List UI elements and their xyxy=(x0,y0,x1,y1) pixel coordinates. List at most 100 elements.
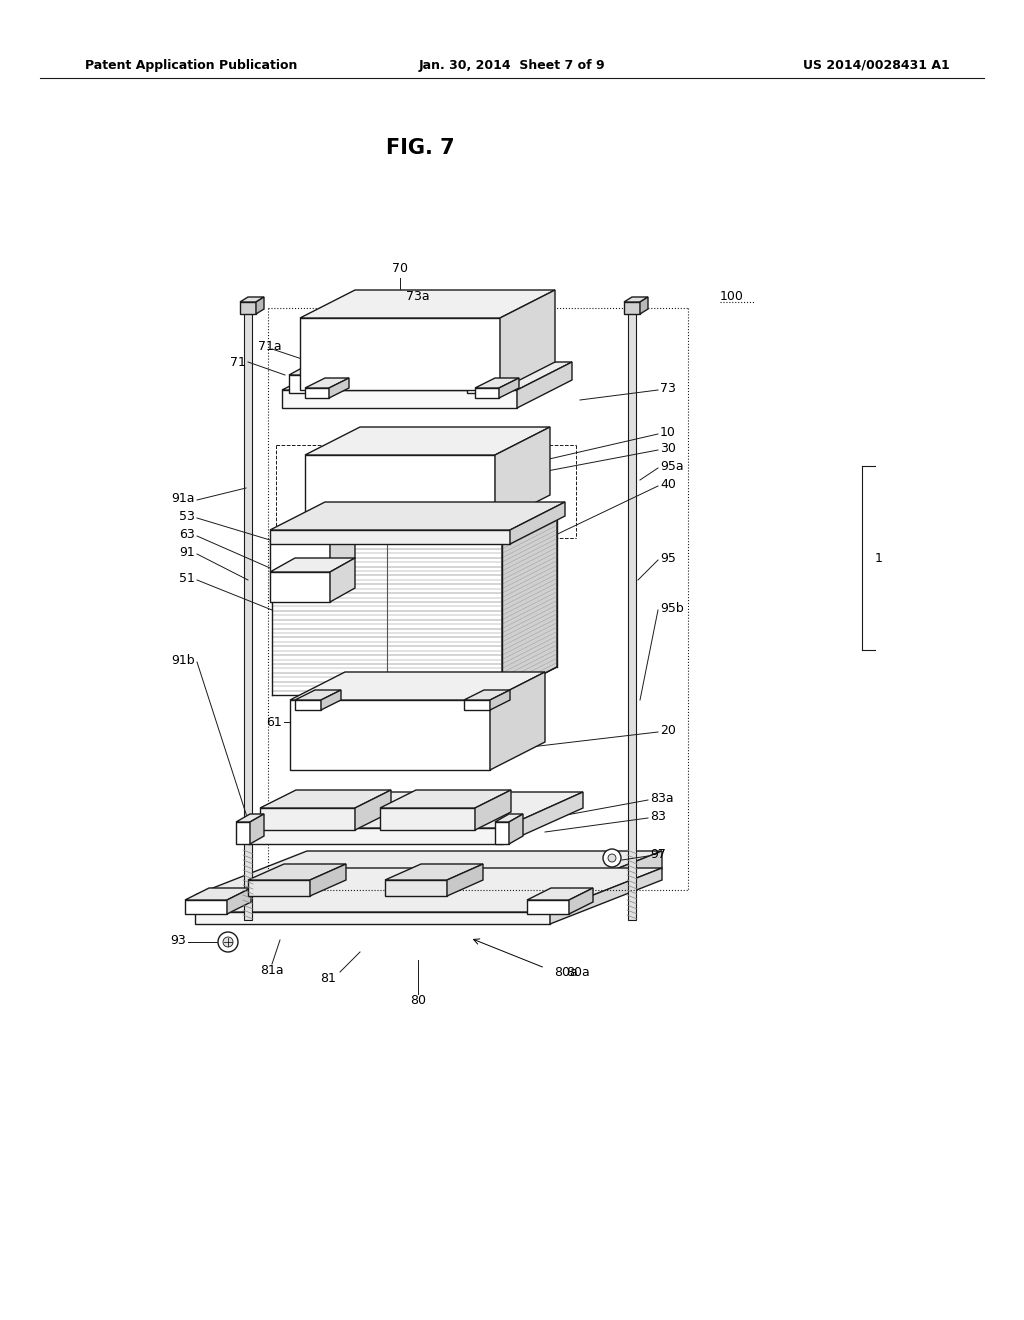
Text: 81a: 81a xyxy=(260,964,284,977)
Polygon shape xyxy=(250,814,264,843)
Polygon shape xyxy=(195,895,550,913)
Text: 81: 81 xyxy=(321,972,336,985)
Polygon shape xyxy=(495,814,523,822)
Polygon shape xyxy=(240,302,256,314)
Text: 95b: 95b xyxy=(660,602,684,615)
Text: 80a: 80a xyxy=(554,965,578,978)
Text: 61: 61 xyxy=(266,715,282,729)
Text: 1: 1 xyxy=(874,552,883,565)
Text: 20: 20 xyxy=(660,723,676,737)
Polygon shape xyxy=(517,362,572,408)
Polygon shape xyxy=(289,363,339,375)
Polygon shape xyxy=(305,455,495,523)
Polygon shape xyxy=(495,822,509,843)
Text: 80a: 80a xyxy=(566,965,590,978)
Polygon shape xyxy=(495,363,517,393)
Polygon shape xyxy=(248,828,503,843)
Polygon shape xyxy=(270,531,510,544)
Polygon shape xyxy=(385,865,483,880)
Polygon shape xyxy=(290,672,545,700)
Polygon shape xyxy=(500,290,555,389)
Polygon shape xyxy=(490,672,545,770)
Polygon shape xyxy=(380,808,475,830)
Polygon shape xyxy=(240,297,264,302)
Polygon shape xyxy=(475,378,519,388)
Text: 10: 10 xyxy=(660,425,676,438)
Text: 95: 95 xyxy=(660,552,676,565)
Polygon shape xyxy=(270,502,565,531)
Polygon shape xyxy=(624,297,648,302)
Text: 71a: 71a xyxy=(258,339,282,352)
Polygon shape xyxy=(447,865,483,896)
Text: 95a: 95a xyxy=(660,459,684,473)
Polygon shape xyxy=(305,426,550,455)
Polygon shape xyxy=(305,378,349,388)
Text: 83a: 83a xyxy=(650,792,674,804)
Polygon shape xyxy=(305,388,329,399)
Text: 80: 80 xyxy=(410,994,426,1006)
Polygon shape xyxy=(270,528,355,543)
Polygon shape xyxy=(317,363,339,393)
Text: 70: 70 xyxy=(392,261,408,275)
Polygon shape xyxy=(260,808,355,830)
Text: 91a: 91a xyxy=(171,491,195,504)
Polygon shape xyxy=(471,512,513,521)
Polygon shape xyxy=(185,900,227,913)
Polygon shape xyxy=(300,318,500,389)
Polygon shape xyxy=(330,558,355,602)
Polygon shape xyxy=(270,543,330,572)
Polygon shape xyxy=(270,558,355,572)
Polygon shape xyxy=(329,378,349,399)
Text: 51: 51 xyxy=(179,572,195,585)
Polygon shape xyxy=(490,690,510,710)
Polygon shape xyxy=(527,900,569,913)
Polygon shape xyxy=(289,375,317,393)
Polygon shape xyxy=(195,869,662,912)
Polygon shape xyxy=(244,310,252,920)
Polygon shape xyxy=(195,851,662,895)
Text: 93: 93 xyxy=(170,933,186,946)
Polygon shape xyxy=(475,789,511,830)
Polygon shape xyxy=(270,572,330,602)
Polygon shape xyxy=(640,297,648,314)
Polygon shape xyxy=(295,700,321,710)
Polygon shape xyxy=(499,378,519,399)
Polygon shape xyxy=(495,512,513,531)
Polygon shape xyxy=(330,528,355,572)
Text: Jan. 30, 2014  Sheet 7 of 9: Jan. 30, 2014 Sheet 7 of 9 xyxy=(419,58,605,71)
Polygon shape xyxy=(282,389,517,408)
Text: 30: 30 xyxy=(660,441,676,454)
Polygon shape xyxy=(310,512,352,521)
Polygon shape xyxy=(310,521,334,531)
Text: 91: 91 xyxy=(179,545,195,558)
Polygon shape xyxy=(624,302,640,314)
Polygon shape xyxy=(227,888,251,913)
Polygon shape xyxy=(248,792,583,828)
Polygon shape xyxy=(385,880,447,896)
Polygon shape xyxy=(509,814,523,843)
Polygon shape xyxy=(475,388,499,399)
Polygon shape xyxy=(290,700,490,770)
Circle shape xyxy=(223,937,233,946)
Polygon shape xyxy=(464,690,510,700)
Text: US 2014/0028431 A1: US 2014/0028431 A1 xyxy=(803,58,950,71)
Text: 91b: 91b xyxy=(171,653,195,667)
Polygon shape xyxy=(527,888,593,900)
Text: 40: 40 xyxy=(660,478,676,491)
Text: Patent Application Publication: Patent Application Publication xyxy=(85,58,297,71)
Polygon shape xyxy=(295,690,341,700)
Polygon shape xyxy=(236,814,264,822)
Polygon shape xyxy=(272,512,557,540)
Polygon shape xyxy=(550,851,662,913)
Text: 100: 100 xyxy=(720,289,743,302)
Polygon shape xyxy=(467,363,517,375)
Polygon shape xyxy=(310,865,346,896)
Polygon shape xyxy=(282,362,572,389)
Text: 97: 97 xyxy=(650,847,666,861)
Polygon shape xyxy=(195,912,550,924)
Polygon shape xyxy=(569,888,593,913)
Polygon shape xyxy=(260,789,391,808)
Text: 73a: 73a xyxy=(406,289,430,302)
Polygon shape xyxy=(256,297,264,314)
Text: 83: 83 xyxy=(650,809,666,822)
